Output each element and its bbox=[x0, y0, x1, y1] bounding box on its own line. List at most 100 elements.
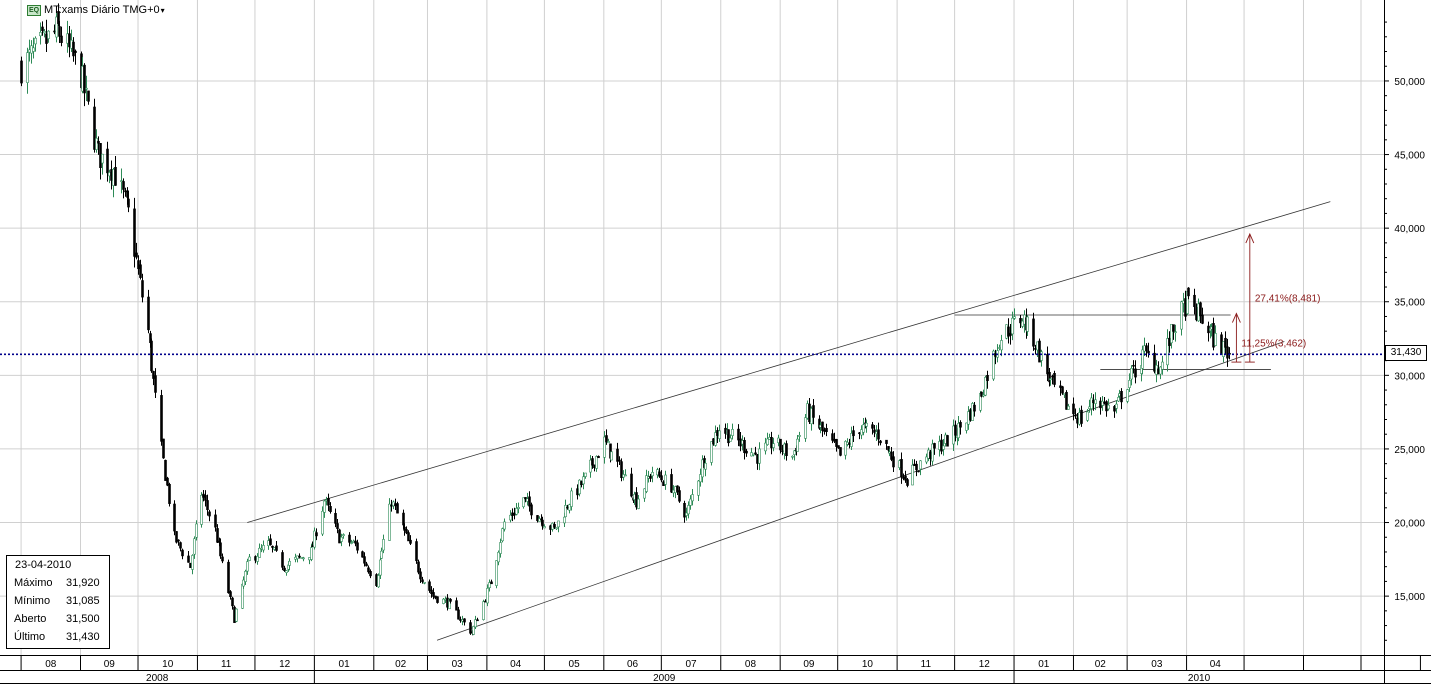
y-tick-label: 30,000 bbox=[1394, 371, 1425, 382]
candle-body bbox=[135, 252, 138, 258]
candle-body bbox=[973, 404, 976, 412]
candle-body bbox=[409, 539, 412, 544]
candle-body bbox=[122, 181, 125, 190]
candle-body bbox=[1214, 333, 1217, 346]
candle-body bbox=[442, 598, 445, 604]
candle-body bbox=[503, 521, 506, 530]
candle-body bbox=[101, 153, 104, 164]
candle-body bbox=[262, 545, 265, 551]
candle-body bbox=[743, 439, 746, 453]
candle-body bbox=[350, 542, 353, 544]
candle-body bbox=[32, 47, 35, 52]
candle-body bbox=[1128, 380, 1131, 388]
candle-body bbox=[495, 560, 498, 586]
candle-body bbox=[403, 526, 406, 531]
candle-body bbox=[772, 443, 775, 448]
candle-body bbox=[377, 575, 380, 588]
candle-body bbox=[1061, 386, 1064, 394]
candle-body bbox=[992, 350, 995, 380]
candle-body bbox=[152, 371, 155, 379]
candle-body bbox=[568, 504, 571, 511]
candle-body bbox=[195, 523, 198, 538]
candle-body bbox=[302, 557, 305, 560]
candle-body bbox=[1212, 323, 1215, 348]
candle-body bbox=[396, 503, 399, 514]
candle-body bbox=[47, 30, 50, 39]
candle-body bbox=[93, 106, 96, 150]
candle-body bbox=[731, 429, 734, 436]
annotations: 27,41%(8,481) 11,25%(3,462) bbox=[0, 232, 1384, 363]
candle-body bbox=[127, 198, 130, 208]
candle-body bbox=[463, 618, 466, 623]
candle-body bbox=[1184, 298, 1187, 317]
candle-body bbox=[785, 443, 788, 457]
candle-body bbox=[825, 427, 828, 433]
candle-body bbox=[112, 169, 115, 186]
candle-body bbox=[1201, 314, 1204, 324]
candle-body bbox=[770, 436, 773, 449]
candle-body bbox=[804, 417, 807, 439]
candle-body bbox=[887, 446, 890, 451]
candle-body bbox=[472, 626, 475, 635]
candle-body bbox=[248, 556, 251, 561]
candle-body bbox=[605, 435, 608, 443]
candle-body bbox=[173, 503, 176, 532]
candle-body bbox=[242, 579, 245, 587]
candle-body bbox=[60, 35, 63, 43]
candle-body bbox=[597, 455, 600, 459]
candle-body bbox=[208, 511, 211, 517]
candle-body bbox=[986, 375, 989, 381]
y-tick-label: 25,000 bbox=[1394, 445, 1425, 456]
candle-body bbox=[160, 395, 163, 442]
candle-body bbox=[865, 422, 868, 427]
candle-body bbox=[66, 33, 69, 44]
candle-body bbox=[553, 524, 556, 528]
candle-body bbox=[1063, 393, 1066, 396]
candle-body bbox=[141, 280, 144, 298]
candle-body bbox=[812, 405, 815, 418]
candle-body bbox=[1153, 352, 1156, 372]
candle-body bbox=[831, 433, 834, 441]
candle-body bbox=[1074, 414, 1077, 417]
candle-body bbox=[1019, 318, 1022, 324]
caret-down-icon[interactable]: ▾ bbox=[160, 5, 165, 15]
candle-body bbox=[150, 340, 153, 372]
candle-body bbox=[233, 606, 236, 623]
candle-body bbox=[959, 422, 962, 428]
candle-body bbox=[1193, 294, 1196, 308]
x-month-label: 03 bbox=[1151, 659, 1163, 670]
candle-body bbox=[189, 562, 192, 568]
candle-body bbox=[1038, 340, 1041, 363]
candle-body bbox=[70, 39, 73, 49]
candle-body bbox=[216, 528, 219, 543]
candle-body bbox=[258, 547, 261, 558]
candle-body bbox=[271, 545, 274, 548]
candle-body bbox=[227, 561, 230, 594]
candle-body bbox=[490, 581, 493, 585]
x-month-label: 09 bbox=[104, 659, 116, 670]
candle-body bbox=[1220, 334, 1223, 355]
candle-body bbox=[1023, 314, 1026, 325]
candle-body bbox=[710, 441, 713, 463]
candle-body bbox=[678, 490, 681, 502]
candle-body bbox=[1078, 412, 1081, 425]
candle-body bbox=[83, 64, 86, 94]
candle-body bbox=[835, 439, 838, 447]
candle-body bbox=[697, 480, 700, 496]
candle-body bbox=[610, 451, 613, 461]
candle-body bbox=[904, 475, 907, 481]
candle-body bbox=[154, 375, 157, 393]
x-month-label: 08 bbox=[745, 659, 757, 670]
candle-body bbox=[1168, 337, 1171, 346]
y-tick-label: 45,000 bbox=[1394, 151, 1425, 162]
candle-body bbox=[1053, 373, 1056, 385]
instrument-title[interactable]: EQ MT:xams Diário TMG+0 ▾ bbox=[27, 4, 165, 16]
y-tick-label: 40,000 bbox=[1394, 224, 1425, 235]
candle-body bbox=[1174, 331, 1177, 334]
candle-body bbox=[285, 570, 288, 573]
x-year-label: 2008 bbox=[146, 673, 169, 684]
candle-body bbox=[624, 474, 627, 477]
candle-body bbox=[415, 541, 418, 562]
ohlc-info-box: 23-04-2010 Máximo 31,920 Mínimo 31,085 A… bbox=[6, 555, 110, 649]
